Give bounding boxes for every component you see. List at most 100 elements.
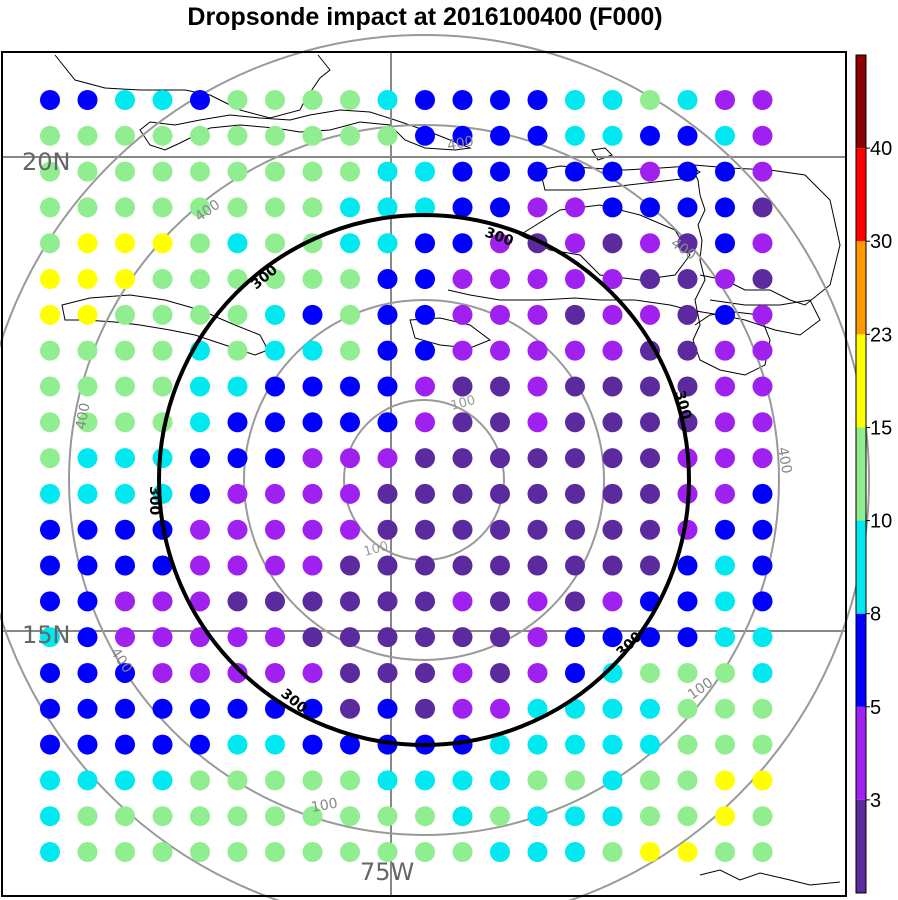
impact-dot xyxy=(190,806,210,827)
contour-label-100: 100 xyxy=(449,393,477,414)
impact-dot xyxy=(640,519,660,540)
impact-dot xyxy=(415,376,435,397)
colorbar-label: 10 xyxy=(870,511,892,533)
impact-dot xyxy=(265,662,285,683)
impact-dot xyxy=(265,90,285,110)
colorbar-label: 40 xyxy=(870,138,892,160)
impact-dot xyxy=(677,161,698,182)
impact-dot xyxy=(302,448,323,469)
colorbar-bin xyxy=(856,55,866,149)
impact-dot xyxy=(340,233,360,254)
impact-dot xyxy=(715,806,735,827)
impact-dot xyxy=(677,627,698,648)
impact-dot xyxy=(640,770,660,791)
impact-dot xyxy=(715,555,735,576)
impact-dot xyxy=(77,90,98,110)
impact-dot xyxy=(565,197,585,218)
impact-dot xyxy=(752,806,773,827)
impact-dot xyxy=(602,125,623,146)
impact-dot xyxy=(565,448,585,469)
impact-dot xyxy=(302,662,323,683)
impact-dot xyxy=(527,448,548,469)
distance-ring xyxy=(68,124,780,836)
impact-dot xyxy=(490,591,510,612)
impact-dot xyxy=(752,627,773,648)
impact-dot xyxy=(640,448,660,469)
impact-dot xyxy=(40,627,60,648)
impact-dot xyxy=(340,770,360,791)
impact-dot xyxy=(340,161,360,182)
impact-dot xyxy=(452,412,473,433)
impact-dot xyxy=(377,161,398,182)
graticule-labels: 20N 15N 75W xyxy=(22,148,414,886)
impact-dot xyxy=(415,806,435,827)
impact-dot xyxy=(752,698,773,719)
impact-dot xyxy=(152,304,173,325)
impact-dot xyxy=(527,734,548,755)
impact-dot xyxy=(715,90,735,110)
impact-dot xyxy=(677,662,698,683)
impact-dot xyxy=(227,770,248,791)
contour-label-300: 300 xyxy=(671,389,694,422)
impact-dot xyxy=(77,734,98,755)
impact-dot xyxy=(640,734,660,755)
impact-dot xyxy=(40,591,60,612)
colorbar-bin xyxy=(856,334,866,428)
impact-dot xyxy=(152,233,173,254)
impact-dot xyxy=(715,448,735,469)
impact-dot xyxy=(377,627,398,648)
impact-dot xyxy=(602,412,623,433)
impact-dot xyxy=(415,233,435,254)
impact-dot xyxy=(715,519,735,540)
impact-dot xyxy=(152,627,173,648)
impact-dot xyxy=(752,269,773,290)
impact-dot xyxy=(77,627,98,648)
impact-dot xyxy=(565,233,585,254)
impact-dot xyxy=(377,662,398,683)
impact-dot xyxy=(415,698,435,719)
impact-dot xyxy=(340,412,360,433)
impact-dot xyxy=(565,627,585,648)
impact-dot xyxy=(677,770,698,791)
impact-dot xyxy=(640,269,660,290)
impact-dot xyxy=(565,125,585,146)
impact-dot xyxy=(715,376,735,397)
impact-dot xyxy=(152,591,173,612)
impact-dot xyxy=(565,269,585,290)
impact-dot xyxy=(115,125,135,146)
impact-dot xyxy=(115,448,135,469)
impact-dot xyxy=(752,770,773,791)
impact-dot xyxy=(377,269,398,290)
impact-dot xyxy=(340,269,360,290)
impact-dot xyxy=(77,519,98,540)
impact-dot xyxy=(565,161,585,182)
impact-dot xyxy=(190,555,210,576)
impact-dot xyxy=(677,90,698,110)
impact-dot xyxy=(377,197,398,218)
colorbar-label: 30 xyxy=(870,231,892,253)
impact-dot xyxy=(190,412,210,433)
lat-label-20n: 20N xyxy=(22,148,71,176)
impact-dot xyxy=(377,698,398,719)
impact-dot xyxy=(190,233,210,254)
impact-dot xyxy=(265,304,285,325)
lat-label-15n: 15N xyxy=(22,621,71,649)
impact-dot xyxy=(715,233,735,254)
impact-dot xyxy=(752,376,773,397)
impact-dot xyxy=(527,376,548,397)
impact-dot xyxy=(565,734,585,755)
contour-labels-inner: 100 100 xyxy=(362,393,477,560)
impact-dot xyxy=(415,448,435,469)
impact-dot xyxy=(415,269,435,290)
impact-dot xyxy=(752,340,773,361)
impact-dot xyxy=(40,125,60,146)
impact-dot xyxy=(152,197,173,218)
impact-dot xyxy=(115,483,135,504)
impact-dot xyxy=(602,734,623,755)
impact-dot xyxy=(527,269,548,290)
impact-dot xyxy=(527,125,548,146)
impact-dot xyxy=(677,125,698,146)
impact-dot xyxy=(640,233,660,254)
colorbar-frame xyxy=(855,54,867,894)
impact-dot xyxy=(415,197,435,218)
